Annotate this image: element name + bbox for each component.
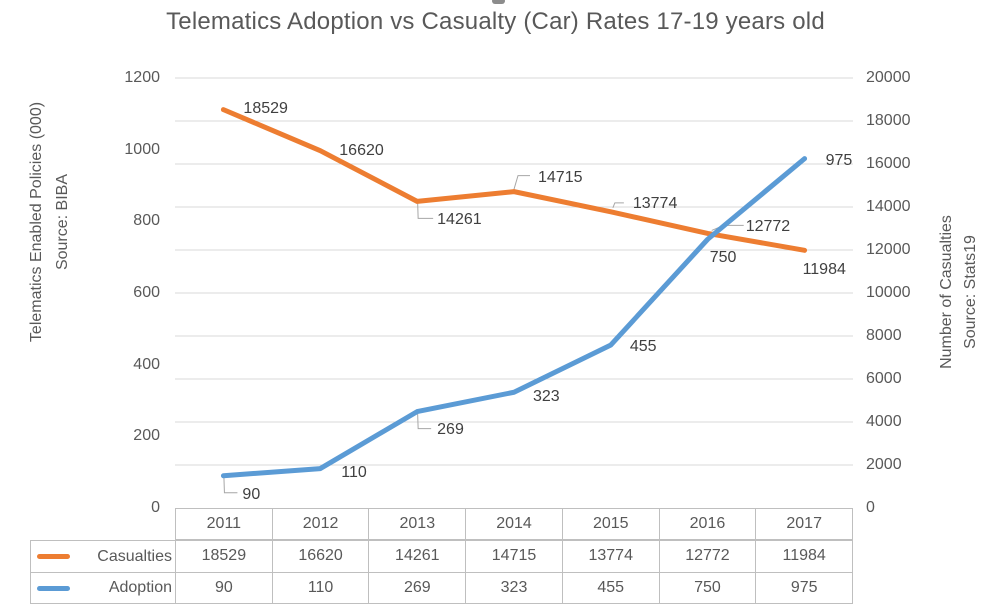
table-year-cell: 2017 — [755, 509, 852, 539]
table-value-cell: 110 — [271, 573, 369, 603]
legend-row-adoption: Adoption — [31, 572, 175, 603]
right-axis-tick: 6000 — [866, 370, 902, 387]
table-year-cell: 2016 — [658, 509, 756, 539]
data-label-adoption-2011: 90 — [242, 485, 261, 503]
data-label-casualties-2011: 18529 — [243, 99, 288, 117]
table-value-cell: 975 — [755, 573, 852, 603]
right-axis-tick: 12000 — [866, 241, 911, 258]
data-label-casualties-2016: 12772 — [745, 218, 791, 236]
data-label-adoption-2016: 750 — [709, 249, 737, 267]
data-label-casualties-2015: 13774 — [632, 194, 678, 212]
right-axis-tick: 0 — [866, 499, 875, 516]
data-label-adoption-2013: 269 — [437, 420, 464, 438]
data-label-adoption-2014: 323 — [533, 388, 560, 406]
data-label-adoption-2015: 455 — [629, 337, 657, 355]
table-value-cell: 11984 — [755, 541, 852, 572]
data-label-leader-line — [512, 175, 530, 193]
right-axis-tick: 10000 — [866, 284, 911, 301]
table-value-cell: 14261 — [368, 541, 465, 572]
adoption-line — [220, 156, 808, 479]
table-value-cell: 13774 — [561, 541, 659, 572]
table-value-cell: 90 — [214, 579, 233, 596]
right-axis-tick: 2000 — [866, 456, 902, 473]
table-value-cell: 750 — [658, 573, 756, 603]
table-year-cell: 2015 — [561, 509, 659, 539]
left-axis-tick: 600 — [133, 284, 160, 301]
table-value-cell: 455 — [561, 573, 659, 603]
left-axis-tick: 0 — [151, 499, 160, 516]
right-axis-tick: 18000 — [866, 112, 911, 129]
casualties-line — [220, 107, 808, 253]
right-axis-tick: 20000 — [866, 69, 911, 86]
legend-row-casualties: Casualties — [31, 541, 175, 572]
table-year-cell: 2014 — [465, 509, 562, 539]
data-label-adoption-2017: 975 — [825, 151, 853, 169]
right-axis-tick: 14000 — [866, 198, 911, 215]
table-value-cell: 18529 — [201, 547, 247, 564]
data-label-leader-line — [223, 477, 238, 494]
legend-swatch-adoption — [37, 585, 70, 591]
left-axis-tick: 400 — [133, 355, 160, 373]
table-row-adoption: 90 110 269 323 455 750 975 — [176, 572, 852, 603]
data-table-legend: Casualties Adoption — [30, 540, 176, 604]
data-label-casualties-2013: 14261 — [437, 211, 482, 229]
data-label-casualties-2012: 16620 — [339, 141, 384, 159]
data-label-adoption-2012: 110 — [341, 463, 367, 481]
table-year-cell: 2012 — [271, 509, 369, 539]
data-table-year-row: 2011 2012 2013 2014 2015 2016 2017 — [175, 508, 853, 540]
left-axis-tick: 200 — [133, 427, 160, 445]
left-axis-tick: 1000 — [124, 140, 160, 158]
data-label-casualties-2017: 11984 — [802, 261, 846, 279]
left-axis-tick: 800 — [133, 212, 160, 230]
right-axis-tick: 16000 — [866, 155, 911, 172]
chart-title: Telematics Adoption vs Casualty (Car) Ra… — [166, 8, 825, 35]
data-table-values: 18529 16620 14261 14715 13774 12772 11984 90 110… — [175, 540, 853, 604]
data-label-leader-line — [612, 202, 624, 209]
data-label-casualties-2014: 14715 — [538, 168, 583, 186]
table-value-cell: 16620 — [271, 541, 369, 572]
right-axis-tick: 4000 — [866, 413, 902, 430]
table-year-cell: 2013 — [368, 509, 465, 539]
legend-label: Adoption — [108, 579, 172, 596]
table-row-casualties: 18529 16620 14261 14715 13774 12772 11984 — [176, 541, 852, 572]
left-axis-tick: 1200 — [124, 69, 160, 86]
legend-swatch-casualties — [37, 554, 70, 559]
table-value-cell: 14715 — [465, 541, 562, 572]
table-value-cell: 323 — [465, 573, 562, 603]
data-label-leader-line — [417, 413, 432, 430]
year-row: 2011 2012 2013 2014 2015 2016 2017 — [176, 509, 852, 539]
table-value-cell: 12772 — [658, 541, 756, 572]
table-year-cell: 2011 — [206, 515, 242, 532]
legend-label: Casualties — [97, 547, 172, 565]
cropped-text-artifact — [492, 0, 505, 4]
right-axis-tick: 8000 — [866, 327, 902, 344]
table-value-cell: 269 — [368, 573, 465, 603]
data-label-leader-line — [417, 202, 434, 219]
